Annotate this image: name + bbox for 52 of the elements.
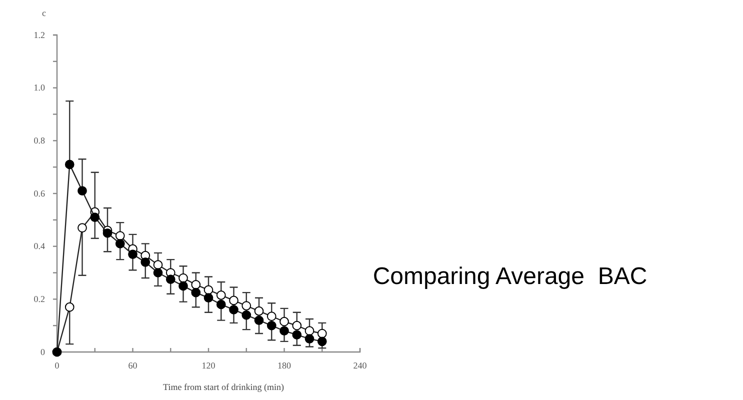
y-tick-label: 0.8: [34, 136, 46, 146]
point: [266, 320, 276, 330]
y-tick-label: 0.6: [34, 188, 46, 198]
point: [64, 302, 74, 312]
x-tick-label: 180: [278, 360, 292, 370]
y-tick-label: 0.2: [34, 294, 45, 304]
point: [280, 326, 289, 336]
point: [78, 186, 87, 196]
point: [204, 293, 214, 303]
point: [216, 300, 226, 310]
point: [153, 268, 163, 278]
point: [242, 301, 252, 310]
point: [229, 305, 238, 314]
point: [102, 228, 112, 238]
point: [266, 312, 276, 322]
y-tick-label: 1.2: [34, 30, 45, 40]
point: [229, 296, 238, 306]
x-tick-label: 60: [128, 360, 138, 370]
point: [191, 280, 201, 290]
point: [317, 336, 327, 346]
point: [292, 330, 302, 340]
point: [292, 320, 302, 330]
x-axis-title: Time from start of drinking (min): [163, 382, 284, 392]
point: [254, 306, 264, 316]
point: [78, 223, 87, 233]
point: [153, 260, 163, 270]
x-tick-label: 240: [353, 360, 368, 370]
point: [242, 310, 252, 320]
text: Comparing Average BAC: [372, 263, 648, 290]
point: [254, 316, 264, 325]
point: [90, 212, 100, 222]
point: [128, 250, 138, 259]
y-tick-label: 1.0: [34, 82, 46, 93]
point: [178, 273, 188, 283]
point: [204, 285, 214, 295]
y-axis-title: c: [42, 8, 46, 18]
point: [304, 334, 314, 344]
x-tick-label: 0: [54, 360, 60, 370]
point: [191, 288, 201, 298]
point: [178, 281, 188, 291]
point: [317, 328, 327, 338]
point: [115, 231, 125, 240]
point: [64, 160, 74, 170]
y-tick-label: 0.4: [34, 241, 46, 252]
point: [216, 290, 226, 300]
y-tick-label: 0: [40, 346, 46, 357]
point: [280, 316, 289, 326]
point: [166, 274, 176, 284]
x-tick-label: 120: [202, 360, 216, 370]
point: [304, 326, 314, 336]
point: [140, 258, 150, 267]
point: [115, 239, 125, 248]
